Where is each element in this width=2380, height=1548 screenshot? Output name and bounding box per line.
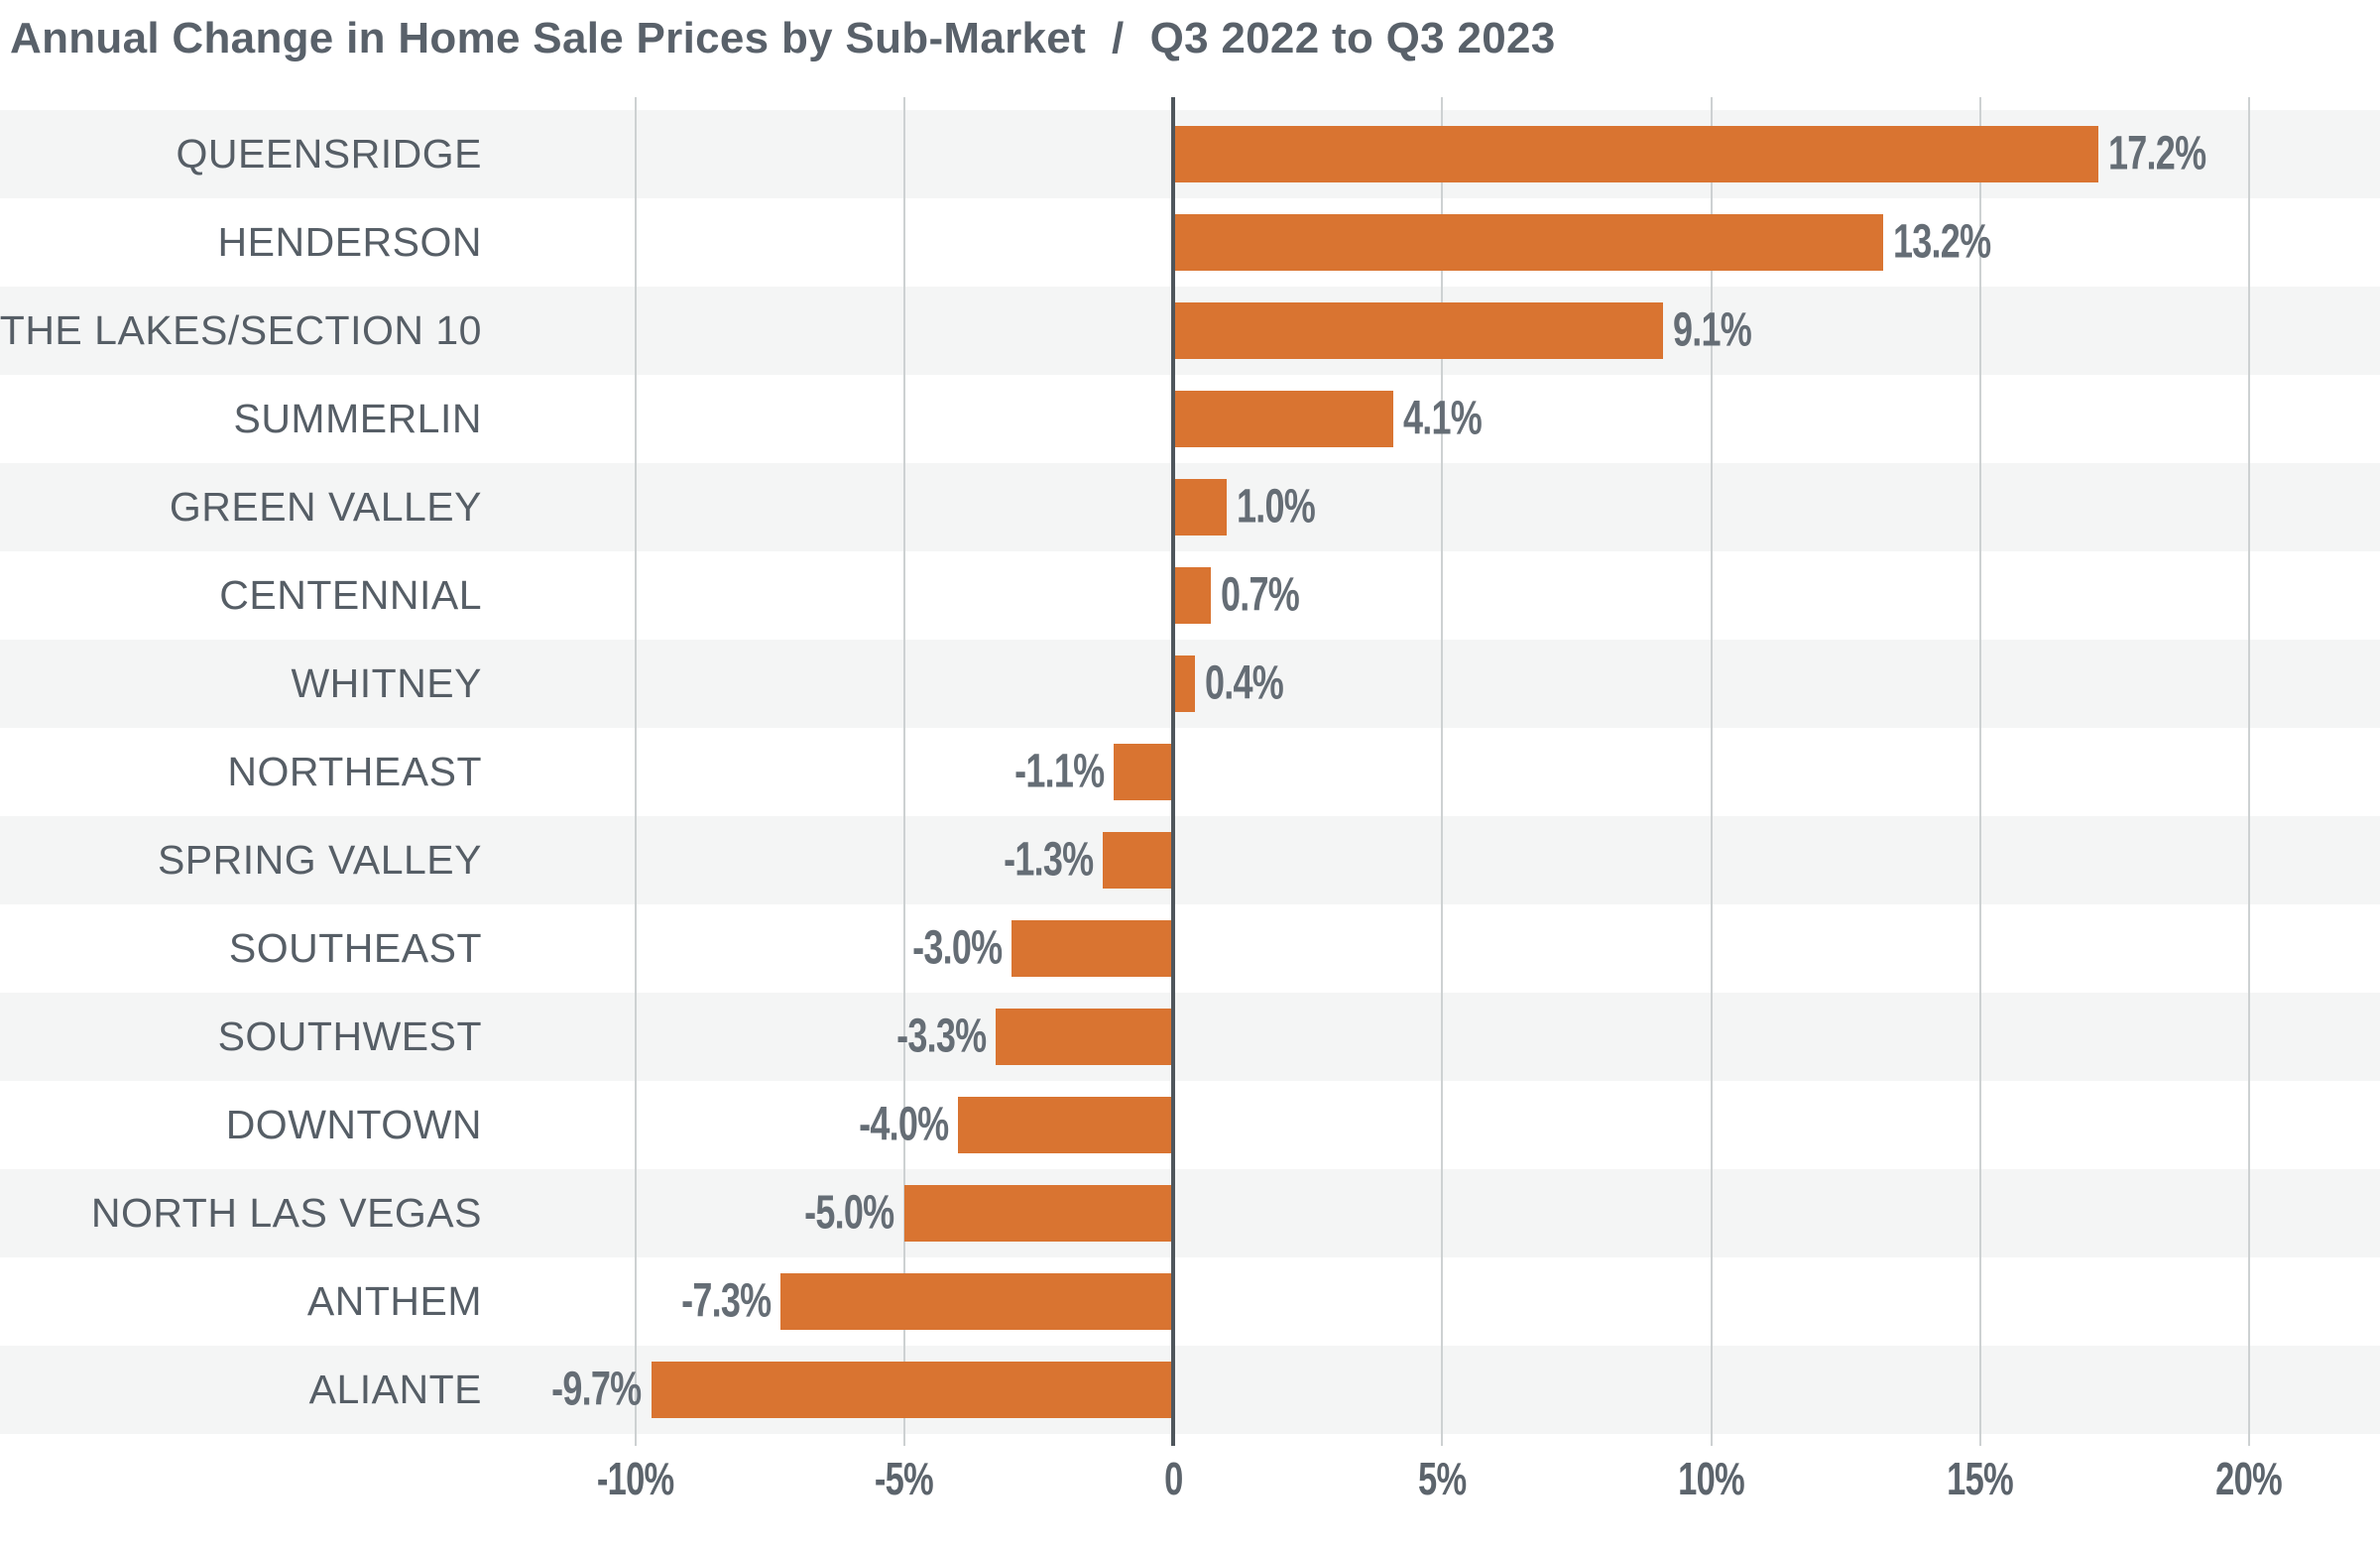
category-label: CENTENNIAL [219, 572, 482, 618]
category-label: NORTHEAST [227, 749, 482, 794]
value-label: -7.3% [680, 1273, 772, 1327]
bar [1173, 302, 1663, 359]
bar [1103, 832, 1173, 889]
category-label: HENDERSON [217, 219, 482, 265]
category-label: SOUTHWEST [217, 1013, 482, 1059]
chart-subtitle: Q3 2022 to Q3 2023 [1149, 14, 1556, 62]
bar [1173, 655, 1195, 712]
bar [779, 1273, 1173, 1330]
category-label: WHITNEY [291, 660, 482, 706]
gridline [1710, 97, 1713, 1446]
gridline [634, 97, 637, 1446]
category-label: ANTHEM [306, 1278, 482, 1324]
value-label: -3.3% [895, 1009, 987, 1062]
bar [903, 1185, 1173, 1242]
value-label: 17.2% [2108, 126, 2206, 179]
gridline [1441, 97, 1444, 1446]
category-label: SUMMERLIN [233, 396, 482, 441]
bar [1114, 744, 1173, 800]
gridline [902, 97, 905, 1446]
category-label: GREEN VALLEY [169, 484, 482, 530]
value-label: -9.7% [551, 1362, 642, 1415]
bar [1173, 391, 1394, 447]
axis-tick-label: 20% [2140, 1452, 2358, 1505]
category-label: ALIANTE [308, 1367, 482, 1412]
value-label: 4.1% [1403, 391, 1483, 444]
value-label: 0.4% [1204, 655, 1284, 709]
axis-tick-text: -10% [596, 1453, 674, 1504]
category-label: DOWNTOWN [225, 1102, 482, 1147]
category-label: THE LAKES/SECTION 10 [0, 307, 482, 353]
chart-row: SOUTHWEST [0, 993, 2380, 1081]
page-title: Annual Change in Home Sale Prices by Sub… [10, 14, 1556, 63]
chart-row: NORTH LAS VEGAS [0, 1169, 2380, 1257]
axis-tick-text: -5% [875, 1453, 934, 1504]
axis-tick-text: 5% [1418, 1453, 1467, 1504]
chart-row: NORTHEAST [0, 728, 2380, 816]
bar [1173, 479, 1228, 536]
bar [1173, 567, 1211, 624]
axis-tick-text: 0 [1163, 1453, 1183, 1504]
axis-tick-text: 15% [1947, 1453, 2014, 1504]
chart-row: HENDERSON [0, 198, 2380, 287]
chart-title-separator: / [1112, 14, 1125, 62]
value-label: -3.0% [911, 920, 1003, 974]
axis-tick-label: -5% [795, 1452, 1013, 1505]
bar [1012, 920, 1173, 977]
category-label: SPRING VALLEY [157, 837, 482, 883]
bar [1173, 126, 2099, 182]
value-label: -5.0% [804, 1185, 894, 1239]
gridline [1978, 97, 1981, 1446]
value-label: 0.7% [1220, 567, 1300, 621]
chart-row: ALIANTE [0, 1346, 2380, 1434]
bar [651, 1362, 1173, 1418]
axis-tick-text: 20% [2215, 1453, 2284, 1504]
value-label: -1.1% [1014, 744, 1105, 797]
chart-row: SPRING VALLEY [0, 816, 2380, 904]
bar [958, 1097, 1173, 1153]
value-label: 1.0% [1237, 479, 1316, 533]
axis-tick-text: 10% [1678, 1453, 1745, 1504]
axis-tick-label: 10% [1603, 1452, 1821, 1505]
category-label: QUEENSRIDGE [176, 131, 482, 177]
chart-row: DOWNTOWN [0, 1081, 2380, 1169]
chart-row: SOUTHEAST [0, 904, 2380, 993]
gridline [2248, 97, 2250, 1446]
chart-row: ANTHEM [0, 1257, 2380, 1346]
axis-tick-label: 15% [1871, 1452, 2089, 1505]
category-label: NORTH LAS VEGAS [90, 1190, 482, 1236]
value-label: -1.3% [1004, 832, 1094, 886]
category-label: SOUTHEAST [228, 925, 482, 971]
value-label: -4.0% [858, 1097, 949, 1150]
axis-tick-label: -10% [527, 1452, 745, 1505]
bar [1173, 214, 1884, 271]
value-label: 13.2% [1893, 214, 1991, 268]
value-label: 9.1% [1672, 302, 1752, 356]
axis-tick-label: 5% [1333, 1452, 1551, 1505]
bar [995, 1009, 1173, 1065]
zero-axis-line [1171, 97, 1175, 1446]
chart-title-main: Annual Change in Home Sale Prices by Sub… [10, 14, 1087, 62]
axis-tick-label: 0 [1064, 1452, 1282, 1505]
